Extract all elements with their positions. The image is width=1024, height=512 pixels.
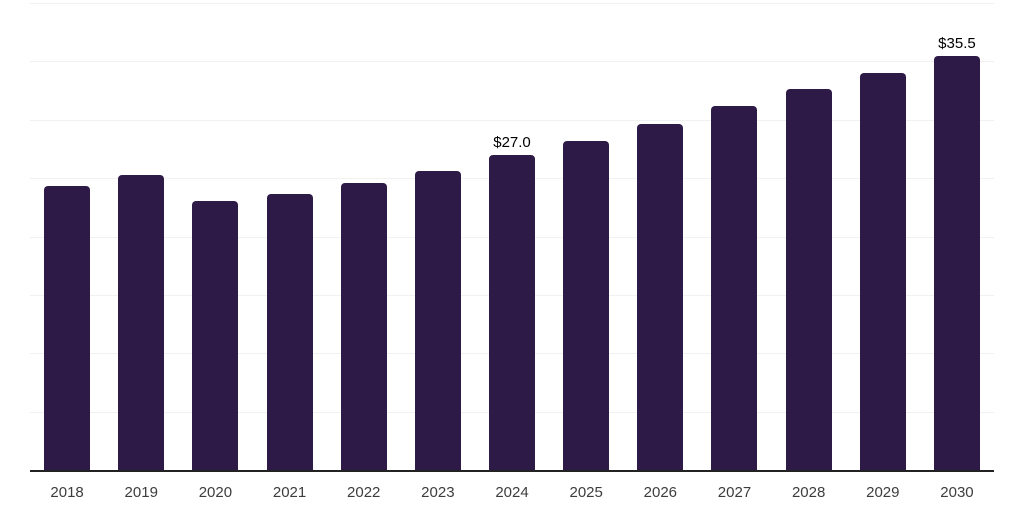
x-axis-labels: 2018 2019 2020 2021 2022 2023 2024 2025 2026 2027…	[30, 484, 994, 502]
bar-2027[interactable]	[711, 105, 758, 470]
bar-band-2025	[549, 3, 623, 470]
gridline	[30, 3, 994, 4]
bar-2025[interactable]	[563, 140, 610, 470]
bar-2026[interactable]	[637, 124, 684, 470]
x-tick-label-2028: 2028	[791, 484, 826, 501]
gridline	[30, 119, 994, 121]
bar-band-2019	[104, 3, 178, 470]
x-tick-label-2023: 2023	[421, 484, 455, 501]
x-tick-label-2029: 2029	[866, 484, 900, 501]
x-tick-label-2019: 2019	[124, 484, 158, 501]
x-tick-label-2024: 2024	[495, 484, 529, 501]
x-tick-label-2018: 2018	[50, 484, 84, 501]
bar-band-2020	[178, 3, 252, 470]
x-tick-label-2020: 2020	[198, 484, 233, 501]
bar-band-2026	[623, 3, 697, 470]
x-tick-label-2030: 2030	[940, 484, 974, 501]
data-label-2024: $27.0	[493, 133, 531, 151]
bar-2018[interactable]	[44, 186, 91, 470]
bar-band-2022	[327, 3, 401, 470]
x-tick-label-2026: 2026	[643, 484, 678, 501]
bar-band-2021	[252, 3, 326, 470]
x-axis-line	[30, 470, 994, 472]
bar-band-2024: $27.0	[475, 3, 549, 470]
bar-2023[interactable]	[414, 171, 461, 470]
x-tick-label-2025: 2025	[569, 484, 603, 501]
x-tick-label-2027: 2027	[717, 484, 752, 501]
bar-2029[interactable]	[859, 73, 906, 470]
data-label-2030: $35.5	[938, 34, 976, 52]
x-tick-label-2022: 2022	[347, 484, 381, 501]
bar-2021[interactable]	[266, 194, 313, 470]
x-tick-label-2021: 2021	[272, 484, 307, 501]
bar-2028[interactable]	[785, 89, 832, 470]
bar-band-2028	[772, 3, 846, 470]
gridline	[30, 61, 994, 63]
bar-band-2023	[401, 3, 475, 470]
plot-area: $27.0 $35.5	[30, 3, 994, 472]
bar-2024[interactable]	[489, 154, 536, 470]
bar-band-2027	[697, 3, 771, 470]
bar-band-2029	[846, 3, 920, 470]
bar-2020[interactable]	[192, 201, 239, 470]
bar-2022[interactable]	[340, 182, 387, 470]
bars-layer: $27.0 $35.5	[30, 3, 994, 470]
bar-2019[interactable]	[118, 174, 165, 470]
bar-band-2030: $35.5	[920, 3, 994, 470]
bar-band-2018	[30, 3, 104, 470]
bar-2030[interactable]	[933, 55, 980, 470]
